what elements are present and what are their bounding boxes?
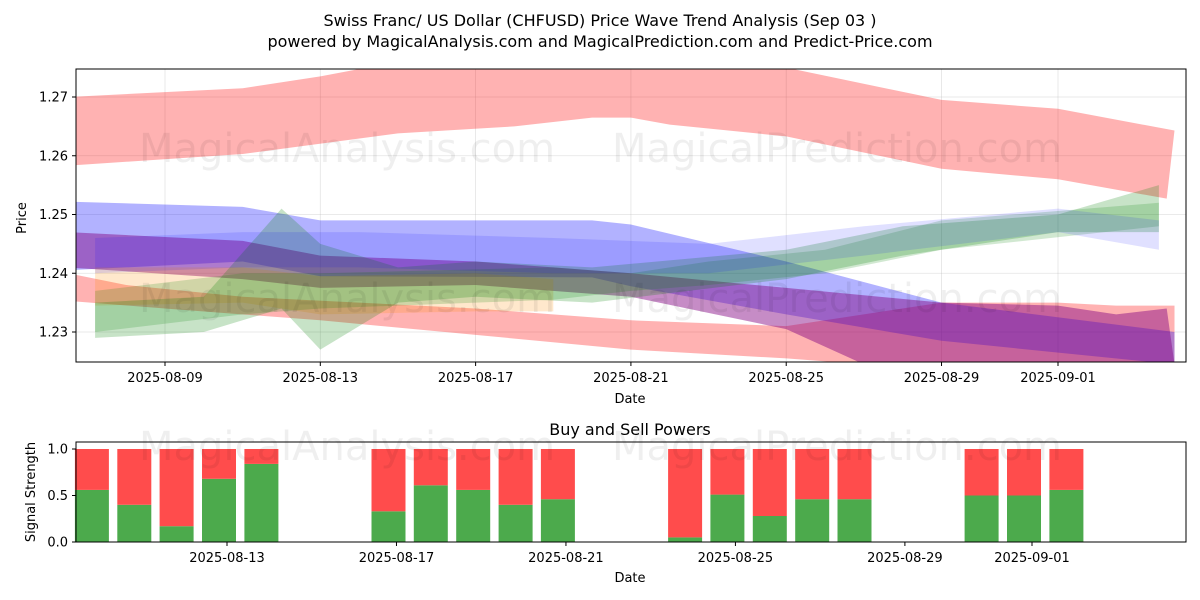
price-y-tick-label: 1.26 bbox=[39, 149, 68, 164]
sell-bar bbox=[540, 449, 575, 500]
buy-bar bbox=[752, 516, 787, 542]
signal-x-tick-label: 2025-08-29 bbox=[867, 551, 943, 566]
signal-x-tick-label: 2025-08-13 bbox=[189, 551, 265, 566]
buy-bar bbox=[74, 489, 109, 542]
watermark-left-bottom: MagicalAnalysis.com bbox=[139, 424, 555, 470]
sell-bar bbox=[1049, 449, 1084, 490]
buy-bar bbox=[498, 504, 533, 542]
price-x-tick-label: 2025-08-09 bbox=[127, 371, 203, 386]
price-y-label: Price bbox=[15, 202, 30, 234]
watermark-right-mid: MagicalPrediction.com bbox=[612, 276, 1062, 322]
price-axes: 1.23 1.24 1.25 1.26 1.27 2025-08-09 2025-08-13… bbox=[39, 68, 1187, 386]
buy-bar bbox=[668, 537, 703, 542]
price-y-tick-label: 1.24 bbox=[39, 267, 68, 282]
price-x-tick-label: 2025-09-01 bbox=[1020, 371, 1096, 386]
price-x-tick-label: 2025-08-25 bbox=[748, 371, 824, 386]
signal-axes: 0.0 0.5 1.0 2025-08-13 2025-08-17 2025-08-21 2… bbox=[47, 441, 1187, 566]
price-band-red-upper bbox=[76, 69, 1175, 199]
buy-bar bbox=[244, 463, 279, 542]
sell-bar bbox=[668, 449, 703, 538]
sell-bar bbox=[202, 449, 236, 479]
buy-bar bbox=[159, 526, 194, 542]
signal-y-tick-label: 1.0 bbox=[47, 443, 68, 458]
sell-bar bbox=[710, 449, 745, 495]
signal-frame bbox=[75, 441, 1187, 543]
buy-bar bbox=[371, 511, 406, 542]
signal-x-tick-label: 2025-08-25 bbox=[698, 551, 774, 566]
buy-bar bbox=[413, 485, 448, 542]
price-band-purple bbox=[76, 232, 1175, 362]
price-x-label: Date bbox=[614, 392, 645, 407]
watermark-left-top: MagicalAnalysis.com bbox=[139, 126, 555, 172]
signal-x-tick-label: 2025-09-01 bbox=[994, 551, 1070, 566]
sell-bar bbox=[371, 449, 406, 512]
price-band-teal bbox=[95, 202, 1159, 332]
chart-title-line2: powered by MagicalAnalysis.com and Magic… bbox=[267, 32, 932, 51]
buy-bar bbox=[1007, 495, 1041, 542]
price-x-tick-label: 2025-08-13 bbox=[283, 371, 359, 386]
sell-bar bbox=[837, 449, 872, 500]
sell-bar bbox=[74, 449, 109, 490]
signal-y-tick-label: 0.5 bbox=[47, 489, 68, 504]
signal-bars bbox=[74, 449, 1084, 542]
price-band-orange bbox=[95, 267, 554, 315]
price-band-red-lower bbox=[76, 274, 1175, 362]
sell-bar bbox=[413, 449, 448, 486]
buy-bar bbox=[117, 504, 152, 542]
buy-bar bbox=[540, 499, 575, 542]
buy-bar bbox=[964, 495, 999, 542]
sell-bar bbox=[244, 449, 279, 464]
buy-bar bbox=[795, 499, 830, 542]
watermark-right-top: MagicalPrediction.com bbox=[612, 126, 1062, 172]
sell-bar bbox=[795, 449, 830, 500]
sell-bar bbox=[964, 449, 999, 496]
sell-bar bbox=[117, 449, 152, 505]
sell-bar bbox=[456, 449, 491, 490]
buy-bar bbox=[202, 478, 236, 542]
price-band-green bbox=[95, 185, 1159, 350]
signal-x-tick-label: 2025-08-17 bbox=[359, 551, 435, 566]
buy-bar bbox=[1049, 489, 1084, 542]
price-x-tick-label: 2025-08-17 bbox=[438, 371, 514, 386]
signal-title: Buy and Sell Powers bbox=[549, 420, 711, 439]
price-band-blue-mid bbox=[95, 208, 1159, 274]
price-band-blue-upper bbox=[76, 201, 1175, 362]
price-x-tick-label: 2025-08-21 bbox=[593, 371, 669, 386]
signal-x-label: Date bbox=[614, 571, 645, 586]
price-wave-bands bbox=[76, 69, 1175, 362]
sell-bar bbox=[1007, 449, 1041, 496]
price-y-tick-label: 1.27 bbox=[39, 91, 68, 106]
signal-panel: Buy and Sell Powers MagicalAnalysis.com … bbox=[24, 420, 1187, 586]
signal-x-tick-label: 2025-08-21 bbox=[528, 551, 604, 566]
buy-bar bbox=[710, 494, 745, 542]
watermark-left-mid: MagicalAnalysis.com bbox=[139, 276, 555, 322]
price-grid bbox=[76, 69, 1186, 362]
chart-title-line1: Swiss Franc/ US Dollar (CHFUSD) Price Wa… bbox=[323, 11, 876, 30]
price-y-tick-label: 1.23 bbox=[39, 326, 68, 341]
signal-y-label: Signal Strength bbox=[24, 442, 39, 542]
price-y-tick-label: 1.25 bbox=[39, 208, 68, 223]
sell-bar bbox=[752, 449, 787, 516]
watermark-right-bottom: MagicalPrediction.com bbox=[612, 424, 1062, 470]
signal-y-tick-label: 0.0 bbox=[47, 536, 68, 551]
price-x-tick-label: 2025-08-29 bbox=[904, 371, 980, 386]
buy-bar bbox=[456, 489, 491, 542]
sell-bar bbox=[498, 449, 533, 505]
sell-bar bbox=[159, 449, 194, 527]
price-panel: MagicalAnalysis.com MagicalPrediction.co… bbox=[15, 68, 1187, 407]
buy-bar bbox=[837, 499, 872, 542]
